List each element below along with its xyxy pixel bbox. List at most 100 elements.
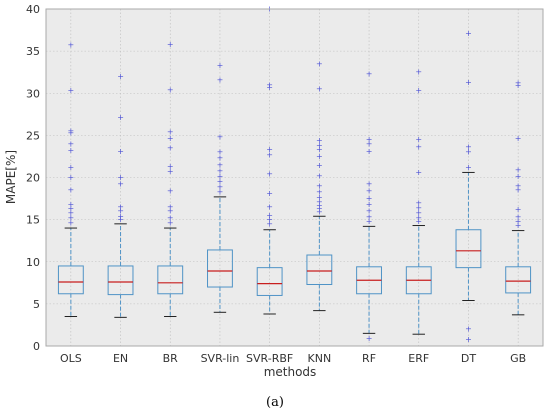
outlier-point: + — [316, 161, 323, 170]
outlier-point: + — [465, 143, 472, 152]
outlier-point: + — [266, 145, 273, 154]
outlier-point: + — [266, 80, 273, 89]
outlier-point: + — [515, 165, 522, 174]
box-svr-lin: +++++++++++ — [207, 61, 233, 313]
outlier-point: + — [67, 218, 74, 227]
box-knn: +++++++++++++++ — [306, 59, 333, 312]
outlier-point: + — [366, 180, 373, 189]
outlier-point: + — [167, 186, 174, 195]
outlier-point: + — [415, 213, 422, 222]
outlier-point: + — [366, 139, 373, 148]
box-dt: +++++++ — [455, 29, 482, 344]
outlier-point: + — [167, 207, 174, 216]
outlier-point: + — [266, 202, 273, 211]
outlier-point: + — [67, 204, 74, 213]
outlier-point: + — [515, 186, 522, 195]
x-tick-label: SVR-lin — [201, 352, 240, 365]
box-rf: ++++++++++++ — [356, 69, 382, 343]
outlier-point: + — [266, 170, 273, 179]
outlier-point: + — [316, 197, 323, 206]
outlier-point: + — [67, 208, 74, 217]
outlier-point: + — [167, 40, 174, 49]
outlier-point: + — [415, 135, 422, 144]
x-tick-label: KNN — [308, 352, 332, 365]
outlier-point: + — [465, 325, 472, 334]
outlier-point: + — [316, 141, 323, 150]
outlier-point: + — [67, 86, 74, 95]
outlier-point: + — [67, 41, 74, 50]
outlier-point: + — [167, 85, 174, 94]
outlier-point: + — [366, 147, 373, 156]
outlier-point: + — [217, 148, 224, 157]
iqr-box — [107, 265, 134, 296]
outlier-point: + — [167, 167, 174, 176]
outlier-point: + — [67, 146, 74, 155]
y-tick-label: 5 — [33, 298, 40, 311]
outlier-point: + — [266, 83, 273, 92]
outlier-point: + — [117, 173, 124, 182]
outlier-point: + — [366, 334, 373, 343]
x-tick-label: DT — [461, 352, 476, 365]
x-tick-label: SVR-RBF — [246, 352, 293, 365]
outlier-point: + — [217, 61, 224, 70]
outlier-point: + — [415, 198, 422, 207]
outlier-point: + — [316, 204, 323, 213]
box-gb: +++++++++++ — [505, 79, 532, 316]
outlier-point: + — [316, 187, 323, 196]
x-tick-label: ERF — [408, 352, 429, 365]
outlier-point: + — [366, 135, 373, 144]
outlier-point: + — [465, 335, 472, 344]
outlier-point: + — [217, 172, 224, 181]
outlier-point: + — [465, 163, 472, 172]
iqr-box — [207, 249, 233, 288]
outlier-point: + — [67, 163, 74, 172]
outlier-point: + — [465, 29, 472, 38]
iqr-box — [157, 265, 184, 295]
y-tick-label: 40 — [26, 3, 40, 16]
figure-caption: (a) — [266, 395, 284, 410]
outlier-point: + — [117, 113, 124, 122]
outlier-point: + — [366, 217, 373, 226]
outlier-point: + — [217, 154, 224, 163]
y-tick-label: 0 — [33, 340, 40, 353]
y-tick-label: 20 — [26, 172, 40, 185]
y-tick-label: 10 — [26, 256, 40, 269]
outlier-point: + — [167, 213, 174, 222]
outlier-point: + — [266, 150, 273, 159]
outlier-point: + — [316, 152, 323, 161]
outlier-point: + — [266, 211, 273, 220]
outlier-point: + — [217, 182, 224, 191]
outlier-point: + — [515, 217, 522, 226]
outlier-point: + — [117, 72, 124, 81]
outlier-point: + — [117, 215, 124, 224]
outlier-point: + — [515, 134, 522, 143]
iqr-box — [306, 254, 333, 285]
outlier-point: + — [217, 133, 224, 142]
outlier-point: + — [515, 79, 522, 88]
outlier-point: + — [117, 180, 124, 189]
outlier-point: + — [67, 128, 74, 137]
outlier-point: + — [515, 221, 522, 230]
y-tick-labels: 0 5 10 15 20 25 30 35 40 — [26, 3, 40, 353]
outlier-point: + — [67, 200, 74, 209]
outlier-point: + — [217, 75, 224, 84]
outlier-point: + — [167, 134, 174, 143]
outlier-point: + — [515, 213, 522, 222]
x-tick-label: OLS — [60, 352, 82, 365]
outlier-point: + — [217, 166, 224, 175]
y-axis-label: MAPE[%] — [4, 150, 18, 204]
outlier-point: + — [415, 68, 422, 77]
outlier-point: + — [217, 160, 224, 169]
y-tick-label: 30 — [26, 87, 40, 100]
outlier-point: + — [366, 69, 373, 78]
plot-frame — [45, 8, 544, 347]
box-svr-rbf: +++++++++++ — [256, 5, 283, 315]
box-ols: ++++++++++++++ — [57, 41, 84, 318]
outlier-point: + — [167, 128, 174, 137]
outlier-point: + — [217, 187, 224, 196]
outlier-point: + — [366, 186, 373, 195]
box-br: ++++++++++++ — [157, 40, 184, 318]
outlier-point: + — [67, 139, 74, 148]
outlier-point: + — [316, 145, 323, 154]
outlier-point: + — [415, 208, 422, 217]
